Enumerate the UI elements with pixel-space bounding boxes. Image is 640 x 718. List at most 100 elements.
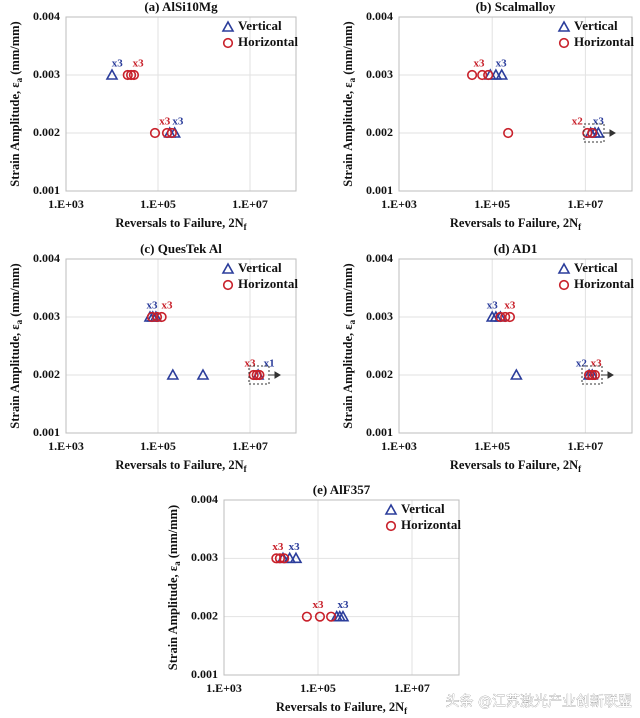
legend-label: Vertical	[238, 18, 282, 33]
y-axis-label-text: Strain Amplitude, ε	[166, 565, 180, 670]
y-axis-label-subscript: a	[14, 77, 24, 82]
annotation: x3	[146, 300, 158, 312]
y-axis-label: Strain Amplitude, εa (mm/mm)	[341, 21, 357, 186]
annotation: x3	[159, 116, 171, 128]
panel: (d) AD1 0.001 0.002 0.003 0.004 1.E+03 1.E+05 1…	[341, 241, 634, 474]
x-tick-label: 1.E+07	[232, 439, 268, 453]
x-tick-label: 1.E+03	[48, 439, 84, 453]
data-point	[283, 551, 297, 564]
x-axis-label-subscript: f	[404, 706, 408, 716]
x-axis-label: Reversals to Failure, 2Nf	[115, 216, 247, 232]
annotation: x3	[112, 58, 124, 70]
annotation: x3	[289, 541, 301, 553]
x-axis-label-text: Reversals to Failure, 2N	[115, 458, 243, 472]
y-axis-label-text: (mm/mm)	[341, 21, 355, 78]
x-tick-label: 1.E+05	[140, 197, 176, 211]
legend-marker	[222, 279, 234, 291]
plot-frame	[65, 258, 297, 434]
y-axis-label-text: Strain Amplitude, ε	[8, 324, 22, 429]
annotation: x3	[162, 300, 174, 312]
y-axis-label: Strain Amplitude, εa (mm/mm)	[341, 263, 357, 428]
y-tick-label: 0.003	[33, 309, 60, 323]
x-axis-label-text: Reversals to Failure, 2N	[115, 216, 243, 230]
legend-label: Horizontal	[574, 34, 634, 49]
y-tick-label: 0.003	[366, 67, 393, 81]
panel-title: (d) AD1	[494, 241, 538, 256]
legend-marker	[221, 262, 235, 274]
data-point	[166, 368, 180, 380]
legend-marker	[558, 37, 570, 49]
data-point	[503, 127, 514, 139]
runout-box	[581, 365, 603, 385]
annotation: x3	[337, 599, 349, 611]
annotation: x3	[245, 358, 257, 370]
legend-marker	[385, 520, 397, 532]
y-axis-label: Strain Amplitude, εa (mm/mm)	[166, 505, 182, 670]
y-tick-label: 0.004	[366, 9, 393, 23]
annotation: x1	[264, 358, 275, 370]
y-tick-label: 0.001	[366, 183, 393, 197]
y-tick-label: 0.003	[33, 67, 60, 81]
y-axis-label-text: Strain Amplitude, ε	[8, 82, 22, 187]
legend-label: Vertical	[574, 18, 618, 33]
legend-marker	[558, 279, 570, 291]
data-point	[301, 611, 312, 622]
y-axis-label-subscript: a	[347, 77, 357, 82]
annotation: x3	[487, 300, 499, 312]
annotation: x3	[504, 300, 516, 312]
annotation: x3	[313, 599, 325, 611]
x-axis-label: Reversals to Failure, 2Nf	[276, 700, 408, 716]
panel: (e) AlF357 0.001 0.002 0.003 0.004 1.E+03 1.E+…	[166, 482, 461, 716]
data-point	[466, 69, 478, 81]
y-tick-label: 0.001	[33, 183, 60, 197]
y-axis-label: Strain Amplitude, εa (mm/mm)	[8, 21, 24, 186]
data-point	[483, 69, 494, 81]
x-axis-label-text: Reversals to Failure, 2N	[450, 216, 578, 230]
y-axis-label-text: (mm/mm)	[8, 21, 22, 78]
data-point	[583, 369, 595, 381]
data-point	[495, 68, 509, 80]
data-point	[336, 610, 350, 622]
y-tick-label: 0.002	[33, 125, 60, 139]
annotation: x2	[576, 358, 588, 370]
y-tick-label: 0.001	[33, 425, 60, 439]
data-point	[495, 311, 506, 323]
panel-title: (b) Scalmalloy	[476, 0, 556, 14]
legend-marker	[557, 262, 571, 274]
y-axis-label-subscript: a	[14, 319, 24, 324]
y-tick-label: 0.001	[366, 425, 393, 439]
annotation: x3	[591, 358, 603, 370]
x-axis-label: Reversals to Failure, 2Nf	[115, 458, 247, 474]
runout-box	[583, 123, 605, 143]
plot-frame	[398, 16, 633, 192]
data-point	[254, 369, 265, 381]
data-point	[589, 369, 601, 381]
arrow-head	[609, 129, 616, 137]
x-tick-label: 1.E+05	[140, 439, 176, 453]
watermark: 头条 @江苏激光产业创新联盟	[446, 693, 632, 710]
x-axis-label-subscript: f	[244, 464, 248, 474]
x-tick-label: 1.E+03	[381, 439, 417, 453]
y-axis-label-subscript: a	[347, 319, 357, 324]
y-axis-label-text: (mm/mm)	[341, 263, 355, 320]
x-tick-label: 1.E+05	[300, 681, 336, 695]
data-point	[289, 551, 303, 564]
legend-marker	[384, 503, 398, 515]
y-tick-label: 0.002	[191, 608, 218, 622]
data-point	[504, 311, 516, 323]
data-point	[510, 368, 523, 380]
panel: (c) QuesTek Al 0.001 0.002 0.003 0.004 1.E+03…	[8, 241, 298, 474]
legend-marker	[221, 20, 235, 32]
legend-label: Vertical	[238, 260, 282, 275]
data-point	[248, 369, 259, 381]
x-tick-label: 1.E+05	[474, 197, 510, 211]
data-point	[326, 611, 337, 622]
data-point	[156, 311, 167, 323]
y-tick-label: 0.003	[191, 550, 218, 564]
x-tick-label: 1.E+07	[567, 439, 603, 453]
legend-marker	[557, 20, 571, 32]
x-tick-label: 1.E+03	[381, 197, 417, 211]
x-axis-label-subscript: f	[578, 464, 582, 474]
legend-label: Horizontal	[238, 34, 298, 49]
plot-frame	[223, 499, 460, 676]
